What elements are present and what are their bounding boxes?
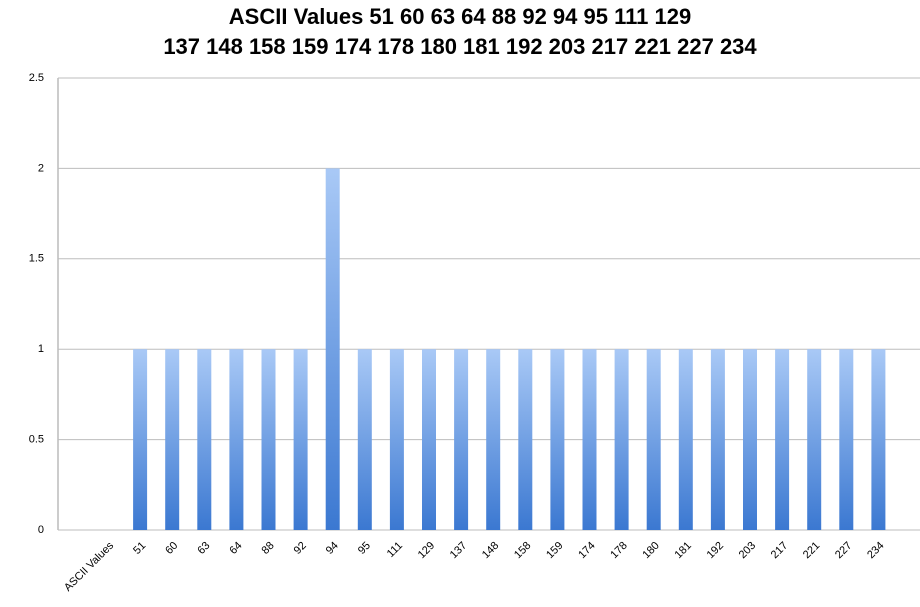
y-tick-label: 0.5 [29, 434, 44, 446]
bar [486, 349, 501, 530]
x-tick-label: 64 [227, 540, 244, 557]
chart-title: 137 148 158 159 174 178 180 181 192 203 … [163, 34, 757, 59]
x-tick-label: 221 [801, 540, 822, 561]
y-tick-label: 1.5 [29, 253, 44, 265]
x-tick-label: 178 [608, 540, 629, 561]
bar [325, 168, 340, 530]
bar [743, 349, 757, 530]
bar [422, 349, 436, 530]
x-tick-label: 137 [448, 540, 469, 561]
bar [389, 349, 404, 530]
y-tick-label: 2 [38, 162, 44, 174]
x-tick-label: 95 [356, 540, 373, 557]
x-tick-label: 180 [640, 540, 661, 561]
x-tick-label: 192 [705, 540, 726, 561]
bar [197, 349, 212, 530]
bar [261, 349, 276, 530]
x-tick-label: ASCII Values [62, 539, 117, 594]
y-tick-label: 1 [38, 343, 44, 355]
x-tick-label: 203 [737, 540, 758, 561]
x-tick-label: 227 [833, 540, 854, 561]
x-tick-label: 148 [480, 540, 501, 561]
x-tick-label: 158 [512, 540, 533, 561]
chart-title: ASCII Values 51 60 63 64 88 92 94 95 111… [229, 4, 691, 29]
x-tick-label: 234 [865, 540, 886, 561]
x-tick-label: 111 [385, 540, 405, 560]
y-tick-label: 2.5 [29, 72, 44, 84]
bar [775, 349, 790, 530]
bar [807, 349, 822, 530]
bar [646, 349, 661, 530]
x-tick-label: 92 [292, 540, 309, 557]
y-tick-label: 0 [38, 524, 44, 536]
x-tick-label: 129 [416, 540, 437, 561]
x-tick-label: 88 [260, 540, 277, 557]
x-tick-label: 94 [324, 540, 341, 557]
bar [454, 349, 469, 530]
x-tick-label: 60 [163, 540, 180, 557]
x-tick-label: 181 [673, 540, 694, 561]
bar [871, 349, 886, 530]
bar [357, 349, 372, 530]
bar [550, 349, 565, 530]
x-tick-label: 174 [576, 540, 597, 561]
bar [678, 349, 693, 530]
bar [229, 349, 244, 530]
x-tick-label: 217 [769, 540, 790, 561]
x-tick-label: 159 [544, 540, 565, 561]
bar [133, 349, 148, 530]
x-tick-label: 51 [131, 540, 148, 557]
bar [293, 349, 308, 530]
x-tick-label: 63 [195, 540, 212, 557]
bar [710, 349, 725, 530]
bar [582, 349, 597, 530]
bar [165, 349, 180, 530]
bar [518, 349, 533, 530]
bar [614, 349, 629, 530]
bar [839, 349, 854, 530]
